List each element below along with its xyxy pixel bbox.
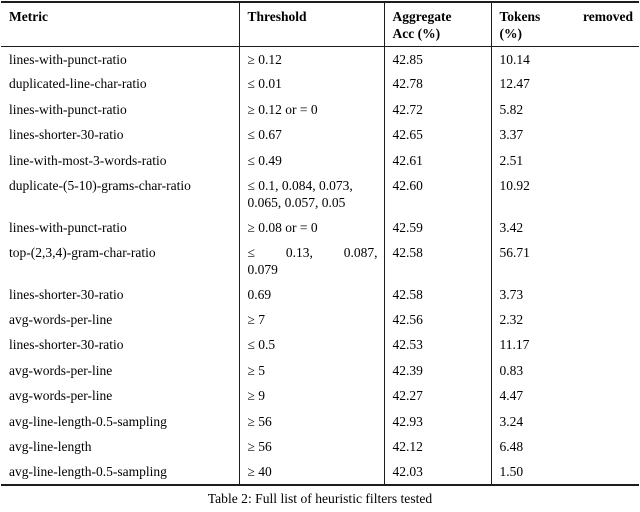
- tokens-cell: 56.71: [490, 240, 639, 282]
- acc-cell: 42.65: [383, 122, 491, 148]
- threshold-cell: ≥ 9: [238, 383, 384, 409]
- table-row: avg-words-per-line ≥ 7 42.56 2.32: [1, 307, 639, 333]
- acc-cell: 42.72: [383, 96, 491, 123]
- threshold-cell: ≤ 0.01: [238, 71, 384, 97]
- acc-cell: 42.27: [383, 383, 491, 409]
- threshold-cell: ≤ 0.49: [238, 147, 384, 174]
- tokens-cell: 3.37: [490, 122, 639, 148]
- tokens-cell: 10.14: [490, 46, 639, 72]
- table-row: avg-words-per-line ≥ 9 42.27 4.47: [1, 383, 639, 409]
- threshold-cell: ≤ 0.5: [238, 332, 384, 358]
- threshold-cell: ≥ 7: [238, 307, 384, 333]
- table-caption: Table 2: Full list of heuristic filters …: [207, 490, 433, 506]
- table-row: lines-shorter-30-ratio ≤ 0.5 42.53 11.17: [1, 332, 639, 358]
- metric-cell: duplicate-(5-10)-grams-char-ratio: [9, 178, 191, 194]
- metric-cell: lines-shorter-30-ratio: [9, 337, 124, 353]
- col-header-aggregate-acc: Aggregate Acc (%): [383, 2, 491, 47]
- tokens-cell: 1.50: [490, 459, 639, 485]
- threshold-cell: ≤ 0.13, 0.087, 0.079: [238, 240, 384, 282]
- acc-cell: 42.56: [383, 307, 491, 333]
- table-row: lines-with-punct-ratio ≥ 0.12 42.85 10.1…: [1, 46, 639, 72]
- acc-cell: 42.78: [383, 71, 491, 97]
- acc-cell: 42.53: [383, 332, 491, 358]
- tokens-cell: 2.51: [490, 147, 639, 174]
- metric-cell: avg-words-per-line: [9, 388, 113, 404]
- threshold-cell: ≥ 40: [238, 459, 384, 485]
- acc-cell: 42.39: [383, 357, 491, 384]
- table-row: duplicated-line-char-ratio ≤ 0.01 42.78 …: [1, 71, 639, 97]
- tokens-cell: 3.42: [490, 214, 639, 241]
- threshold-cell: ≤ 0.1, 0.084, 0.073, 0.065, 0.057, 0.05: [238, 173, 384, 215]
- tokens-cell: 0.83: [490, 357, 639, 384]
- metric-cell: lines-shorter-30-ratio: [9, 286, 124, 302]
- acc-cell: 42.60: [383, 173, 491, 215]
- col-header-metric: Metric: [1, 2, 239, 47]
- threshold-cell: ≥ 0.08 or = 0: [238, 214, 384, 241]
- metric-cell: lines-with-punct-ratio: [9, 51, 127, 67]
- tokens-cell: 4.47: [490, 383, 639, 409]
- metric-cell: duplicated-line-char-ratio: [9, 76, 147, 92]
- acc-cell: 42.03: [383, 459, 491, 485]
- table-row: avg-line-length-0.5-sampling ≥ 40 42.03 …: [1, 459, 639, 485]
- table-row: lines-shorter-30-ratio 0.69 42.58 3.73: [1, 281, 639, 308]
- heuristic-filters-table: Metric Threshold Aggregate Acc (%) Token…: [1, 1, 639, 486]
- table-row: avg-words-per-line ≥ 5 42.39 0.83: [1, 357, 639, 384]
- acc-cell: 42.58: [383, 281, 491, 308]
- tokens-cell: 3.73: [490, 281, 639, 308]
- acc-cell: 42.12: [383, 433, 491, 460]
- metric-cell: line-with-most-3-words-ratio: [9, 152, 167, 168]
- tokens-cell: 2.32: [490, 307, 639, 333]
- metric-cell: lines-shorter-30-ratio: [9, 127, 124, 143]
- tokens-cell: 10.92: [490, 173, 639, 215]
- metric-cell: lines-with-punct-ratio: [9, 219, 127, 235]
- table-row: avg-line-length-0.5-sampling ≥ 56 42.93 …: [1, 408, 639, 434]
- tokens-cell: 5.82: [490, 96, 639, 123]
- tokens-cell: 6.48: [490, 433, 639, 460]
- metric-cell: avg-line-length: [9, 438, 92, 454]
- acc-cell: 42.93: [383, 408, 491, 434]
- acc-cell: 42.59: [383, 214, 491, 241]
- acc-cell: 42.58: [383, 240, 491, 282]
- metric-cell: lines-with-punct-ratio: [9, 101, 127, 117]
- table-row: duplicate-(5-10)-grams-char-ratio ≤ 0.1,…: [1, 173, 639, 215]
- acc-cell: 42.85: [383, 46, 491, 72]
- table-row: lines-shorter-30-ratio ≤ 0.67 42.65 3.37: [1, 122, 639, 148]
- table-row: lines-with-punct-ratio ≥ 0.08 or = 0 42.…: [1, 214, 639, 241]
- tokens-cell: 12.47: [490, 71, 639, 97]
- metric-cell: avg-words-per-line: [9, 362, 113, 378]
- table-row: lines-with-punct-ratio ≥ 0.12 or = 0 42.…: [1, 96, 639, 123]
- table-row: avg-line-length ≥ 56 42.12 6.48: [1, 433, 639, 460]
- table-row: top-(2,3,4)-gram-char-ratio ≤ 0.13, 0.08…: [1, 240, 639, 282]
- table-header-row: Metric Threshold Aggregate Acc (%) Token…: [1, 2, 639, 47]
- col-header-tokens-removed: Tokens removed (%): [490, 2, 639, 47]
- col-header-threshold: Threshold: [238, 2, 384, 47]
- threshold-cell: ≥ 56: [238, 408, 384, 434]
- threshold-cell: ≥ 0.12: [238, 46, 384, 72]
- threshold-cell: 0.69: [238, 281, 384, 308]
- threshold-cell: ≥ 56: [238, 433, 384, 460]
- threshold-cell: ≥ 0.12 or = 0: [238, 96, 384, 123]
- metric-cell: top-(2,3,4)-gram-char-ratio: [9, 245, 156, 261]
- threshold-cell: ≥ 5: [238, 357, 384, 384]
- table-row: line-with-most-3-words-ratio ≤ 0.49 42.6…: [1, 147, 639, 174]
- metric-cell: avg-line-length-0.5-sampling: [9, 413, 167, 429]
- tokens-cell: 11.17: [490, 332, 639, 358]
- acc-cell: 42.61: [383, 147, 491, 174]
- metric-cell: avg-words-per-line: [9, 312, 113, 328]
- tokens-cell: 3.24: [490, 408, 639, 434]
- threshold-cell: ≤ 0.67: [238, 122, 384, 148]
- metric-cell: avg-line-length-0.5-sampling: [9, 464, 167, 480]
